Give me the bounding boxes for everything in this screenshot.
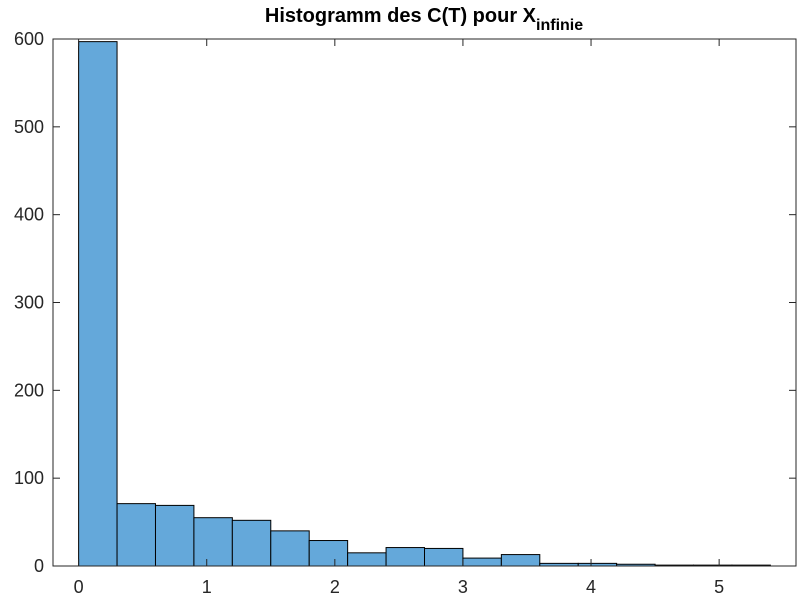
histogram-bar <box>116 503 156 567</box>
histogram-bar <box>154 504 195 567</box>
chart-title: Histogramm des C(T) pour Xinfinie <box>265 5 583 34</box>
bars-group <box>78 41 771 567</box>
histogram-bar <box>231 519 272 567</box>
y-tick-label: 600 <box>14 29 44 49</box>
y-tick-label: 0 <box>34 556 44 576</box>
chart-title-subscript: infinie <box>536 17 583 34</box>
y-tick-label: 100 <box>14 468 44 488</box>
chart-title-main: Histogramm des C(T) pour X <box>265 5 537 27</box>
x-tick-label: 3 <box>458 577 468 597</box>
histogram-bar <box>78 41 118 567</box>
ticks-group: 0 1 2 3 4 5 0 100 200 300 400 500 600 <box>14 29 796 597</box>
histogram-bar <box>270 530 310 567</box>
histogram-bar <box>500 554 541 567</box>
y-tick-label: 300 <box>14 293 44 313</box>
histogram-bar <box>193 517 233 567</box>
x-tick-label: 5 <box>714 577 724 597</box>
y-tick-label: 200 <box>14 380 44 400</box>
histogram-bar <box>462 557 502 567</box>
y-tick-label: 400 <box>14 205 44 225</box>
x-tick-label: 2 <box>330 577 340 597</box>
histogram-bar <box>385 547 426 567</box>
x-tick-label: 0 <box>74 577 84 597</box>
histogram-bar <box>308 540 349 567</box>
plot-area-box <box>52 38 797 567</box>
histogram-bar <box>347 552 387 567</box>
x-tick-label: 4 <box>586 577 596 597</box>
histogram-bar <box>424 547 464 567</box>
y-tick-label: 500 <box>14 117 44 137</box>
x-tick-label: 1 <box>202 577 212 597</box>
